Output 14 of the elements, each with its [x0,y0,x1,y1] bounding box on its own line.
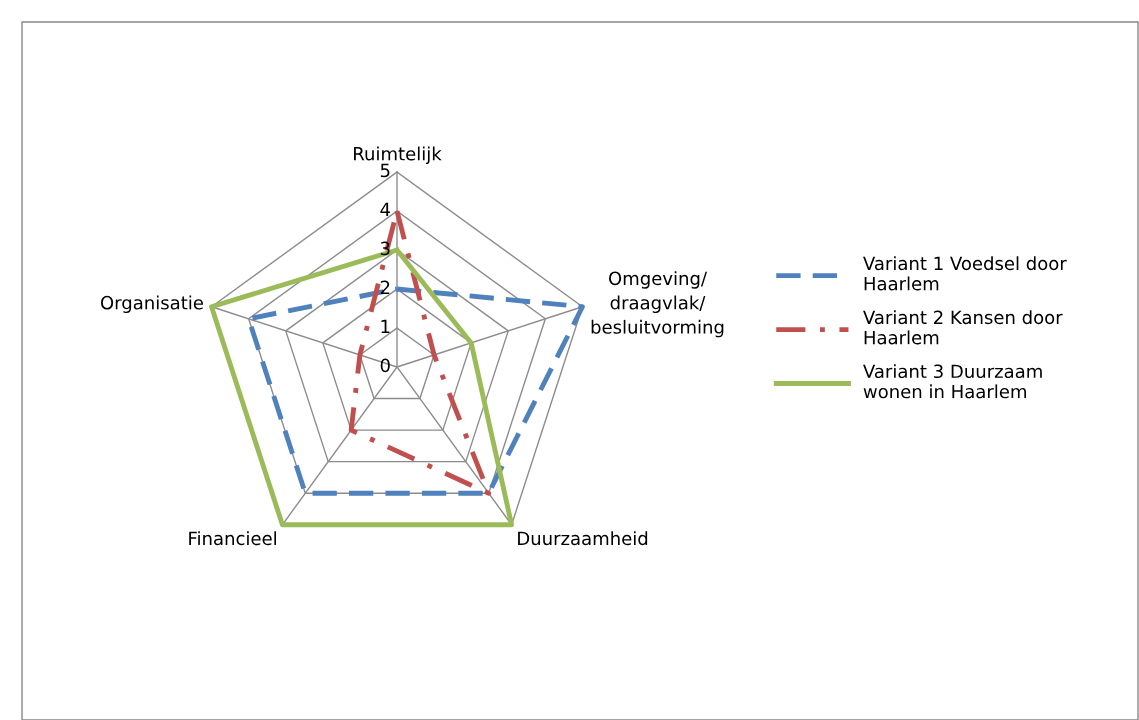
y-tick-label: 5 [380,163,390,178]
y-tick-label: 2 [380,280,390,294]
legend-label: Variant 2 Kansen door Haarlem [863,310,1063,345]
spoke-label: Ruimtelijk [354,146,442,164]
spoke-label: Duurzaamheid [518,531,648,546]
y-tick-label: 4 [380,202,390,216]
y-tick-label: 3 [380,241,390,256]
spoke-label: Financieel [189,531,276,546]
spoke-label: Organisatie [100,295,203,314]
legend-label: Variant 3 Duurzaam wonen in Haarlem [863,364,1042,399]
y-tick-label: 0 [380,358,390,373]
y-tick-label: 1 [381,319,390,333]
spoke-label: Omgeving/ draagvlak/ besluitvorming [591,271,724,338]
legend-label: Variant 1 Voedsel door Haarlem [863,256,1067,291]
